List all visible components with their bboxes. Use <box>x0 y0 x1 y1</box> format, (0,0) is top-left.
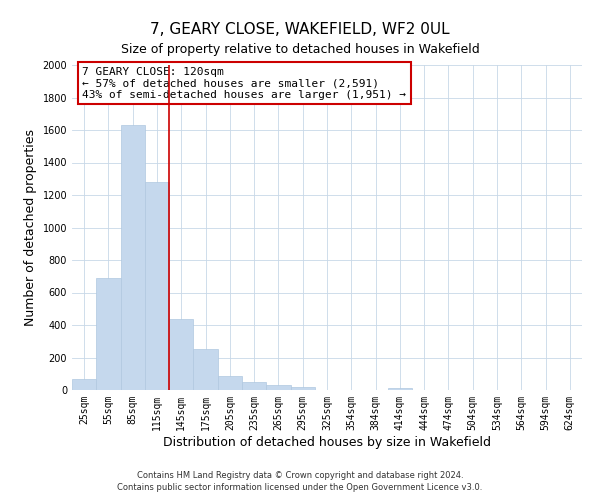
X-axis label: Distribution of detached houses by size in Wakefield: Distribution of detached houses by size … <box>163 436 491 448</box>
Bar <box>169 320 193 390</box>
Y-axis label: Number of detached properties: Number of detached properties <box>24 129 37 326</box>
Text: 7, GEARY CLOSE, WAKEFIELD, WF2 0UL: 7, GEARY CLOSE, WAKEFIELD, WF2 0UL <box>150 22 450 38</box>
Bar <box>388 388 412 390</box>
Bar <box>242 382 266 390</box>
Bar <box>193 348 218 390</box>
Bar <box>266 385 290 390</box>
Text: 7 GEARY CLOSE: 120sqm
← 57% of detached houses are smaller (2,591)
43% of semi-d: 7 GEARY CLOSE: 120sqm ← 57% of detached … <box>82 66 406 100</box>
Text: Size of property relative to detached houses in Wakefield: Size of property relative to detached ho… <box>121 42 479 56</box>
Bar <box>121 125 145 390</box>
Bar <box>72 380 96 390</box>
Bar <box>290 387 315 390</box>
Bar <box>218 376 242 390</box>
Text: Contains HM Land Registry data © Crown copyright and database right 2024.
Contai: Contains HM Land Registry data © Crown c… <box>118 471 482 492</box>
Bar <box>96 278 121 390</box>
Bar <box>145 182 169 390</box>
